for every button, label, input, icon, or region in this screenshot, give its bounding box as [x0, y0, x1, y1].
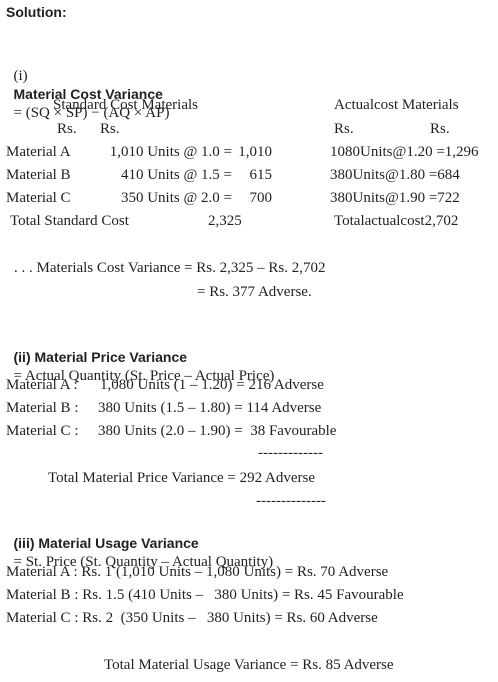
material-name: Material A: [6, 144, 71, 160]
section-heading: (iii) Material Usage Variance: [13, 535, 199, 551]
usage-calc: Material B : Rs. 1.5 (410 Units – 380 Un…: [6, 587, 404, 603]
usage-calc: Material A : Rs. 1 (1,010 Units – 1,080 …: [6, 564, 389, 580]
usage-calc: Material C : Rs. 2 (350 Units – 380 Unit…: [6, 610, 378, 626]
formula: = (SQ × SP) − (AQ × AP): [13, 105, 170, 121]
unit-label: Rs.: [100, 121, 120, 137]
material-name: Material C :: [6, 423, 79, 439]
table-header: Standard Cost Materials: [53, 97, 198, 113]
actual-calc: 1080Units@1.20 =1,296: [330, 144, 479, 160]
unit-label: Rs.: [57, 121, 77, 137]
section-heading: Material Cost Variance: [13, 86, 163, 102]
unit-label: Rs.: [334, 121, 354, 137]
actual-calc: 380Units@1.80 =684: [330, 167, 460, 183]
standard-amount: 700: [249, 190, 273, 206]
rule: --------------: [256, 493, 326, 509]
total-actual: Totalactualcost2,702: [334, 213, 459, 229]
formula: = St. Price (St. Quantity – Actual Quant…: [13, 554, 274, 570]
price-calc: 380 Units (2.0 – 1.90) = 38 Favourable: [98, 423, 337, 439]
cost-heading-line: (i) Material Cost Variance = (SQ × SP) −…: [6, 49, 170, 122]
total-line: Total Material Usage Variance = Rs. 85 A…: [104, 657, 394, 673]
actual-calc: 380Units@1.90 =722: [330, 190, 460, 206]
section-number: (i): [13, 68, 28, 84]
material-name: Material B :: [6, 400, 79, 416]
solution-heading: Solution:: [6, 4, 67, 20]
total-standard: 2,325: [208, 213, 242, 229]
section-heading: (ii) Material Price Variance: [13, 349, 188, 365]
standard-calc: 410 Units @ 1.5 =: [120, 167, 232, 183]
price-calc: 380 Units (1.5 – 1.80) = 114 Adverse: [98, 400, 322, 416]
total-label: Total Standard Cost: [10, 213, 129, 229]
formula: = Actual Quantity (St. Price – Actual Pr…: [13, 368, 275, 384]
material-name: Material A :: [6, 377, 78, 393]
price-heading-line: (ii) Material Price Variance = Actual Qu…: [6, 330, 275, 385]
material-name: Material C: [6, 190, 71, 206]
price-calc: 1,080 Units (1 – 1.20) = 216 Adverse: [100, 377, 324, 393]
table-header: Actualcost Materials: [334, 97, 459, 113]
variance-line: . . . Materials Cost Variance = Rs. 2,32…: [14, 260, 326, 276]
usage-heading-line: (iii) Material Usage Variance = St. Pric…: [6, 516, 274, 571]
rule: -------------: [258, 445, 323, 461]
total-line: Total Material Price Variance = 292 Adve…: [48, 470, 316, 486]
variance-line: = Rs. 377 Adverse.: [197, 284, 312, 300]
material-name: Material B: [6, 167, 71, 183]
standard-amount: 1,010: [238, 144, 272, 160]
unit-label: Rs.: [430, 121, 450, 137]
standard-calc: 350 Units @ 2.0 =: [120, 190, 232, 206]
standard-calc: 1,010 Units @ 1.0 =: [109, 144, 232, 160]
standard-amount: 615: [249, 167, 273, 183]
